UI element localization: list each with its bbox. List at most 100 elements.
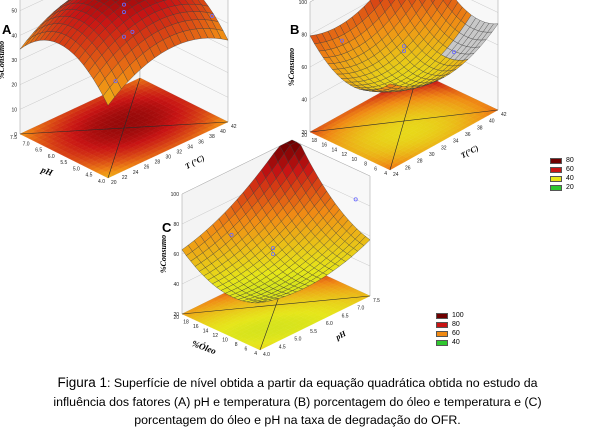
z-axis-label: %Consumo (287, 48, 296, 86)
legend-swatch (436, 330, 448, 337)
y-tick-label: 6.5 (342, 313, 349, 319)
legend-swatch (550, 184, 562, 191)
y-tick-label: 42 (501, 112, 507, 118)
legend-item: 100 (436, 311, 464, 320)
z-tick-label: 20 (301, 130, 307, 136)
x-tick-label: 5.5 (60, 160, 67, 166)
z-tick-label: 0 (14, 132, 17, 138)
legend-swatch (436, 339, 448, 346)
surface-cell (255, 301, 267, 304)
floor-contour-line (309, 109, 499, 133)
legend-item: 80 (436, 320, 464, 329)
legend-item: 60 (436, 329, 464, 338)
x-tick-label: 16 (321, 143, 327, 149)
z-tick-label: 20 (173, 312, 179, 318)
z-gridline (309, 0, 499, 35)
y-tick-label: 6.0 (326, 321, 333, 327)
legend-label: 100 (452, 312, 464, 319)
caption-figure-label: Figura 1 (57, 375, 107, 390)
y-axis-label: T(°C) (459, 143, 480, 160)
x-tick-label: 10 (222, 338, 228, 344)
z-tick-label: 50 (11, 9, 17, 15)
y-tick-label: 40 (489, 119, 495, 125)
x-tick-label: 8 (364, 162, 367, 168)
z-tick-label: 60 (173, 252, 179, 258)
figure-caption: Figura 1: Superfície de nível obtida a p… (0, 374, 595, 430)
data-point (402, 49, 407, 54)
x-tick-label: 5.0 (73, 166, 80, 172)
data-point (353, 197, 358, 202)
x-tick-label: 6 (244, 347, 247, 353)
x-tick-label: 14 (331, 147, 337, 153)
legend-swatch (550, 175, 562, 182)
y-tick-label: 30 (429, 152, 435, 158)
y-tick-label: 28 (417, 159, 423, 165)
legend-item: 40 (550, 174, 574, 183)
surface-cell (378, 0, 384, 4)
x-tick-label: 20 (301, 133, 307, 139)
x-tick-label: 4.5 (85, 173, 92, 179)
y-tick-label: 32 (176, 149, 182, 155)
x-tick-label: 6 (374, 166, 377, 172)
data-point (451, 50, 456, 55)
surface-cell (385, 83, 397, 89)
legend-swatch (436, 321, 448, 328)
y-tick-label: 7.5 (373, 298, 380, 304)
x-axis-label: pH (39, 164, 55, 178)
x-tick-label: 10 (351, 157, 357, 163)
data-point (122, 34, 127, 39)
y-tick-label: 26 (405, 165, 411, 171)
surface-cell (124, 0, 132, 3)
y-tick-label: 24 (133, 170, 139, 176)
legend-item: 80 (550, 156, 574, 165)
legend-c: 100 80 60 40 (436, 311, 464, 347)
x-tick-label: 4.0 (98, 179, 105, 185)
x-tick-label: 6.5 (35, 148, 42, 154)
caption-line-1: Figura 1: Superfície de nível obtida a p… (57, 375, 538, 390)
data-point (271, 246, 276, 251)
y-tick-label: 22 (122, 175, 128, 181)
x-tick-label: 4 (254, 351, 257, 357)
y-tick-label: 34 (187, 144, 193, 150)
y-tick-label: 34 (453, 139, 459, 145)
y-tick-label: 36 (198, 139, 204, 145)
legend-label: 80 (566, 157, 574, 164)
panel-a: A 01020304050607.57.06.56.05.55.04.54.02… (0, 0, 240, 186)
x-tick-label: 20 (173, 315, 179, 321)
x-tick-label: 7.0 (23, 141, 30, 147)
y-tick-label: 4.5 (279, 344, 286, 350)
y-tick-label: 4.0 (263, 352, 270, 358)
legend-label: 40 (566, 175, 574, 182)
z-axis-label: %Consumo (159, 235, 168, 273)
surface-cell (430, 0, 435, 4)
y-tick-label: 5.5 (310, 329, 317, 335)
z-tick-label: 100 (299, 0, 308, 6)
z-axis-label: %Consumo (0, 41, 6, 79)
x-tick-label: 18 (311, 138, 317, 144)
legend-b: 80 60 40 20 (550, 156, 574, 192)
z-tick-label: 30 (11, 58, 17, 64)
legend-swatch (550, 166, 562, 173)
legend-label: 40 (452, 339, 460, 346)
data-point (210, 14, 215, 19)
x-tick-label: 14 (203, 329, 209, 335)
x-tick-label: 7.5 (10, 135, 17, 141)
z-tick-label: 80 (301, 33, 307, 39)
surface-cell (112, 0, 120, 3)
x-tick-label: 18 (183, 320, 189, 326)
surface-cell (102, 87, 115, 106)
x-tick-label: 12 (212, 333, 218, 339)
y-tick-label: 26 (144, 165, 150, 171)
y-tick-label: 30 (166, 155, 172, 161)
y-axis-label: T (°C) (184, 153, 207, 171)
y-tick-label: 5.0 (294, 337, 301, 343)
z-tick-label: 40 (173, 282, 179, 288)
data-point (122, 10, 127, 15)
panel-c-letter: C (162, 220, 172, 235)
x-axis-label: %Óleo (191, 338, 218, 356)
floor-contour-line (19, 121, 229, 135)
data-point (122, 2, 127, 7)
y-tick-label: 7.0 (357, 306, 364, 312)
z-tick-label: 40 (301, 98, 307, 104)
